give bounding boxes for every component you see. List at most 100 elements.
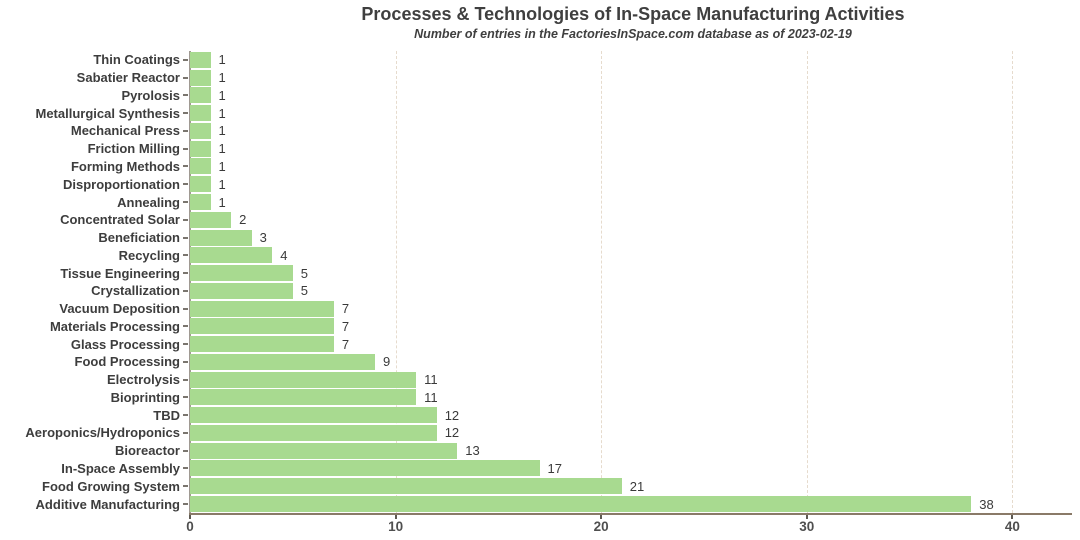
value-label: 11 [424, 389, 438, 405]
bar [190, 478, 622, 495]
bar-track: 21 [190, 477, 1072, 495]
category-label: Bioprinting [110, 389, 180, 405]
value-label: 38 [979, 496, 994, 512]
bar-track: 7 [190, 335, 1072, 353]
category-label: Food Processing [74, 354, 180, 370]
category-label: Electrolysis [107, 372, 180, 388]
bar [190, 265, 293, 282]
bar [190, 460, 540, 477]
y-tick-mark [180, 307, 190, 310]
y-tick-mark [180, 414, 190, 417]
category-label: Forming Methods [70, 158, 180, 174]
y-tick-mark [180, 325, 190, 328]
value-label: 21 [629, 478, 645, 494]
bar-row: Recycling 4 [0, 246, 1072, 264]
bar-track: 1 [190, 51, 1072, 69]
bar [190, 300, 334, 317]
bar-track: 7 [190, 317, 1072, 335]
bar [190, 371, 417, 388]
y-tick-mark [180, 94, 190, 97]
bar-row: Sabatier Reactor 1 [0, 69, 1072, 87]
y-tick-mark [180, 431, 190, 434]
y-tick-mark [180, 236, 190, 239]
bar [190, 496, 972, 513]
bar [190, 176, 211, 193]
bar [190, 87, 211, 104]
value-label: 7 [341, 318, 350, 334]
bar-rows: Thin Coatings 1 Sabatier Reactor 1 Pyrolosis… [0, 51, 1072, 513]
x-tick-mark [600, 515, 603, 519]
bar-track: 12 [190, 406, 1072, 424]
bar-track: 11 [190, 371, 1072, 389]
x-tick-mark [394, 515, 397, 519]
bar [190, 140, 211, 157]
y-tick-mark [180, 449, 190, 452]
category-label: Mechanical Press [70, 123, 180, 139]
category-label: Tissue Engineering [60, 265, 180, 281]
value-label: 2 [239, 212, 247, 228]
bar-track: 1 [190, 69, 1072, 87]
bar [190, 247, 273, 264]
bar-track: 5 [190, 264, 1072, 282]
x-tick-mark [189, 515, 191, 519]
bar-track: 2 [190, 211, 1072, 229]
value-label: 1 [218, 141, 226, 157]
bar-row: Disproportionation 1 [0, 175, 1072, 193]
category-label: Additive Manufacturing [35, 496, 180, 512]
bar-track: 1 [190, 140, 1072, 158]
category-label: Disproportionation [63, 176, 180, 192]
gridline [806, 51, 808, 513]
bar-track: 7 [190, 300, 1072, 318]
category-label: Thin Coatings [93, 52, 180, 68]
category-label: Beneficiation [98, 230, 180, 246]
y-tick-mark [180, 343, 190, 346]
bar-row: Additive Manufacturing 38 [0, 495, 1072, 513]
category-label: TBD [153, 407, 180, 423]
bar-track: 9 [190, 353, 1072, 371]
x-tick-label: 40 [1004, 519, 1020, 534]
value-label: 1 [218, 87, 226, 103]
value-label: 1 [218, 105, 226, 121]
bar-row: Food Growing System 21 [0, 477, 1072, 495]
bar-row: Pyrolosis 1 [0, 87, 1072, 105]
x-tick-mark [1011, 515, 1014, 519]
category-label: Friction Milling [87, 141, 180, 157]
category-label: In-Space Assembly [61, 460, 180, 476]
value-label: 17 [547, 460, 562, 476]
bar-row: Bioprinting 11 [0, 389, 1072, 407]
category-label: Bioreactor [114, 443, 180, 459]
x-tick-label: 0 [186, 519, 194, 534]
bar-track: 13 [190, 442, 1072, 460]
bar-row: Friction Milling 1 [0, 140, 1072, 158]
bar-row: Concentrated Solar 2 [0, 211, 1072, 229]
value-label: 1 [218, 176, 226, 192]
bar-row: Crystallization 5 [0, 282, 1072, 300]
category-label: Concentrated Solar [60, 212, 180, 228]
y-tick-mark [180, 485, 190, 488]
y-tick-mark [180, 503, 190, 506]
bar-track: 1 [190, 104, 1072, 122]
bar [190, 389, 417, 406]
bar [190, 282, 293, 299]
y-tick-mark [180, 378, 190, 381]
y-tick-mark [180, 254, 190, 257]
x-tick-label: 20 [593, 519, 609, 534]
chart-subtitle: Number of entries in the FactoriesInSpac… [414, 27, 852, 41]
y-tick-mark [180, 129, 190, 132]
y-tick-mark [180, 396, 190, 399]
value-label: 9 [383, 354, 391, 370]
bar-row: Electrolysis 11 [0, 371, 1072, 389]
y-tick-mark [180, 289, 190, 292]
y-axis-line [189, 51, 191, 513]
bar-track: 3 [190, 229, 1072, 247]
bar-row: Materials Processing 7 [0, 317, 1072, 335]
bar [190, 442, 458, 459]
category-label: Recycling [118, 247, 180, 263]
value-label: 5 [300, 283, 309, 299]
y-tick-mark [180, 201, 190, 203]
value-label: 12 [444, 425, 460, 441]
value-label: 1 [218, 70, 226, 86]
x-tick-mark [805, 515, 808, 519]
gridline [1012, 51, 1014, 513]
